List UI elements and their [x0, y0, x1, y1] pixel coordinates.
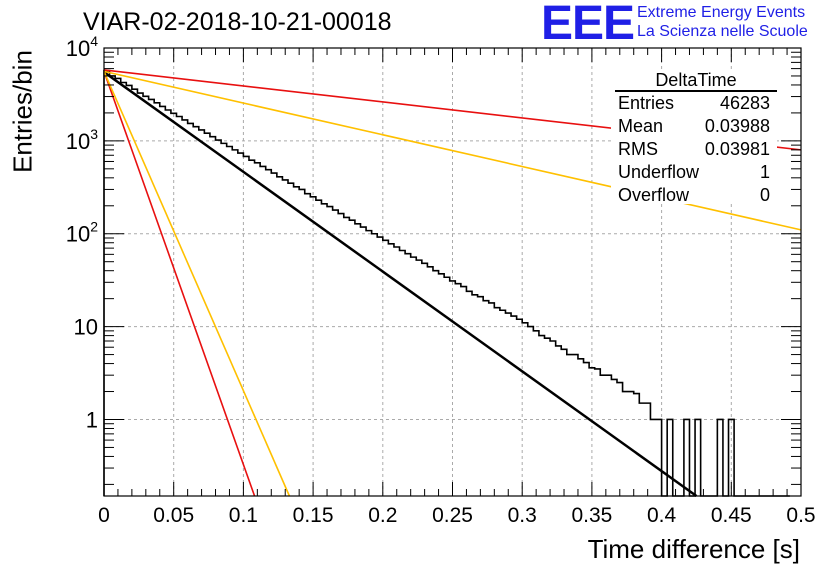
fit-line	[103, 71, 698, 498]
logo-text: Extreme Energy Events La Scienza nelle S…	[637, 3, 808, 41]
y-tick-label: 1	[86, 407, 98, 432]
x-tick-label: 0.2	[368, 504, 397, 527]
stats-box-title: DeltaTime	[615, 70, 777, 92]
stats-rows: Entries 46283 Mean 0.03988 RMS 0.03981 Underfl…	[611, 92, 777, 207]
x-tick-label: 0.35	[571, 504, 612, 527]
eee-logo: EEE	[541, 0, 635, 50]
x-axis: 0 0.05 0.1 0.15 0.2 0.25 0.3 0.35 0.4 0.45 0.5	[98, 48, 816, 527]
stats-value: 0.03988	[704, 116, 770, 136]
x-tick-label: 0.1	[229, 504, 258, 527]
stats-label: RMS	[618, 139, 658, 159]
logo-line-1: Extreme Energy Events	[637, 4, 806, 21]
y-tick-label: 104	[66, 33, 98, 61]
stats-box: DeltaTime Entries 46283 Mean 0.03988 RMS 0.03…	[611, 70, 777, 207]
stats-value: 0	[759, 185, 770, 205]
x-tick-label: 0.05	[153, 504, 194, 527]
x-tick-label: 0.5	[786, 504, 815, 527]
stats-row: Entries 46283	[611, 92, 777, 115]
y-tick-label: 102	[66, 219, 98, 247]
x-tick-label: 0.45	[711, 504, 752, 527]
x-tick-label: 0.25	[432, 504, 473, 527]
stats-row: RMS 0.03981	[611, 138, 777, 161]
stats-row: Underflow 1	[611, 161, 777, 184]
stats-row: Overflow 0	[611, 184, 777, 207]
stats-label: Entries	[618, 93, 675, 113]
y-tick-label: 10	[74, 315, 98, 340]
histogram	[103, 69, 790, 497]
x-tick-label: 0.3	[508, 504, 537, 527]
stats-value: 1	[759, 162, 770, 182]
stats-label: Overflow	[618, 185, 690, 205]
x-tick-label: 0	[98, 504, 110, 527]
stats-row: Mean 0.03988	[611, 115, 777, 138]
stats-value: 0.03981	[704, 139, 770, 159]
y-axis-label: Entries/bin	[7, 50, 38, 173]
histogram-outline	[103, 69, 790, 497]
x-axis-label: Time difference [s]	[587, 534, 800, 564]
logo-line-2: La Scienza nelle Scuole	[637, 23, 808, 40]
chart-title: VIAR-02-2018-10-21-00018	[83, 8, 392, 36]
fit-line	[103, 71, 256, 497]
fit-line	[103, 71, 291, 497]
x-tick-label: 0.4	[647, 504, 677, 527]
stats-label: Mean	[618, 116, 664, 136]
stats-label: Underflow	[618, 162, 700, 182]
x-tick-label: 0.15	[293, 504, 334, 527]
stats-value: 46283	[719, 93, 770, 113]
y-tick-label: 103	[66, 126, 98, 154]
